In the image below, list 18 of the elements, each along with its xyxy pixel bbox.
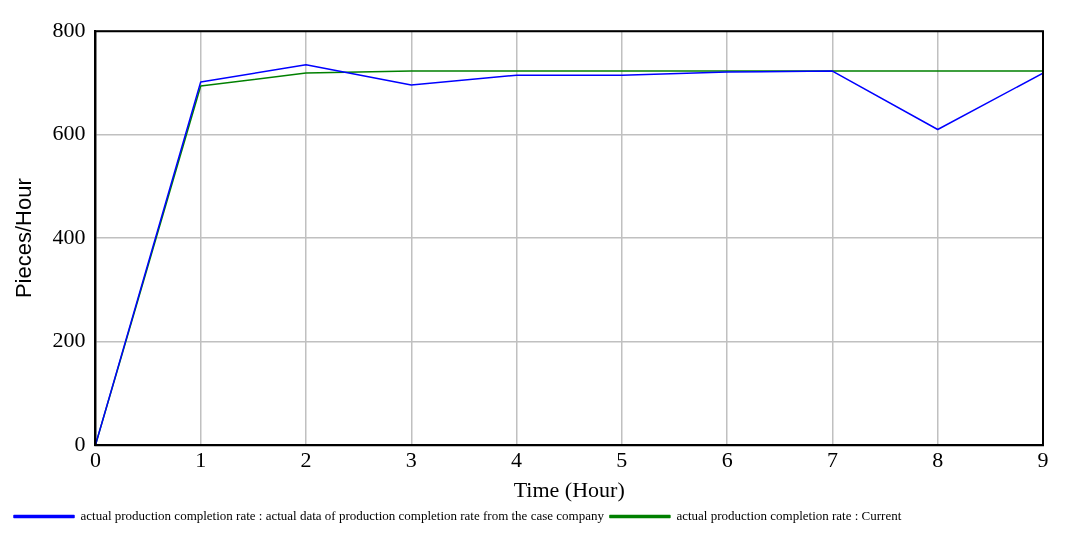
x-tick-label: 3 (405, 447, 417, 473)
y-tick-label: 800 (52, 16, 86, 42)
y-tick-label: 200 (52, 327, 86, 353)
x-tick-label: 5 (616, 447, 628, 473)
x-tick-label: 1 (195, 447, 207, 473)
x-tick-label: 8 (932, 447, 944, 473)
y-tick-label: 400 (52, 223, 86, 249)
x-tick-label: 7 (826, 447, 838, 473)
x-tick-label: 4 (511, 447, 523, 473)
x-tick-label: 2 (300, 447, 312, 473)
y-tick-label: 0 (74, 430, 86, 456)
x-tick-label: 6 (721, 447, 733, 473)
x-tick-label: 9 (1037, 447, 1049, 473)
legend-label: actual production completion rate : actual data of production completion rate from the case company (80, 507, 605, 523)
y-tick-label: 600 (52, 120, 86, 146)
y-axis-title: Pieces/Hour (11, 178, 37, 299)
legend-label: actual production completion rate : Current (676, 507, 902, 523)
x-axis-title: Time (Hour) (513, 476, 625, 502)
